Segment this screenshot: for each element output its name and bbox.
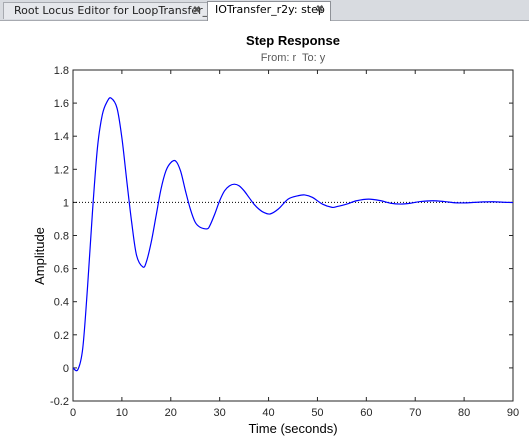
tab-iotransfer-step[interactable]: IOTransfer_r2y: step ✖ — [207, 1, 331, 21]
x-tick-label: 20 — [165, 407, 177, 419]
x-tick-label: 40 — [262, 407, 274, 419]
chart-subtitle: From: r To: y — [261, 52, 326, 64]
x-tick-label: 90 — [507, 407, 519, 419]
step-response-chart: Step Response From: r To: y 0 10 20 30 40 50 6… — [32, 33, 519, 436]
y-tick-label: 1.6 — [54, 98, 69, 110]
x-tick-label: 60 — [360, 407, 372, 419]
y-tick-label: 1.8 — [54, 65, 69, 77]
y-tick-label: 1 — [63, 197, 69, 209]
tab-bar: Root Locus Editor for LoopTransfer_C ✖ I… — [0, 0, 529, 21]
axis-ticks: 0 10 20 30 40 50 60 70 80 90-0.200.20.40.60.811.2… — [50, 65, 519, 419]
x-tick-label: 10 — [116, 407, 128, 419]
x-axis-label: Time (seconds) — [248, 421, 337, 436]
step-response-line — [72, 97, 514, 372]
y-tick-label: 0.8 — [54, 231, 69, 243]
y-tick-label: 0.2 — [54, 330, 69, 342]
chart-title: Step Response — [246, 33, 340, 48]
x-tick-label: 70 — [409, 407, 421, 419]
x-tick-label: 80 — [458, 407, 470, 419]
x-tick-label: 50 — [311, 407, 323, 419]
y-tick-label: 0.6 — [54, 264, 69, 276]
close-icon[interactable]: ✖ — [315, 4, 324, 15]
y-axis-label: Amplitude — [32, 227, 47, 285]
x-tick-label: 30 — [214, 407, 226, 419]
y-tick-label: -0.2 — [50, 396, 69, 408]
y-tick-label: 0 — [63, 363, 69, 375]
x-tick-label: 0 — [70, 407, 76, 419]
tab-label: IOTransfer_r2y: step — [215, 3, 325, 16]
y-tick-label: 1.4 — [54, 131, 69, 143]
y-tick-label: 0.4 — [54, 297, 69, 309]
tab-label: Root Locus Editor for LoopTransfer_C — [14, 4, 216, 17]
axes-box — [72, 69, 514, 402]
close-icon[interactable]: ✖ — [192, 5, 201, 16]
y-tick-label: 1.2 — [54, 164, 69, 176]
plot-area: Step Response From: r To: y 0 10 20 30 40 50 6… — [0, 21, 529, 443]
tab-root-locus-editor[interactable]: Root Locus Editor for LoopTransfer_C ✖ — [3, 2, 216, 19]
